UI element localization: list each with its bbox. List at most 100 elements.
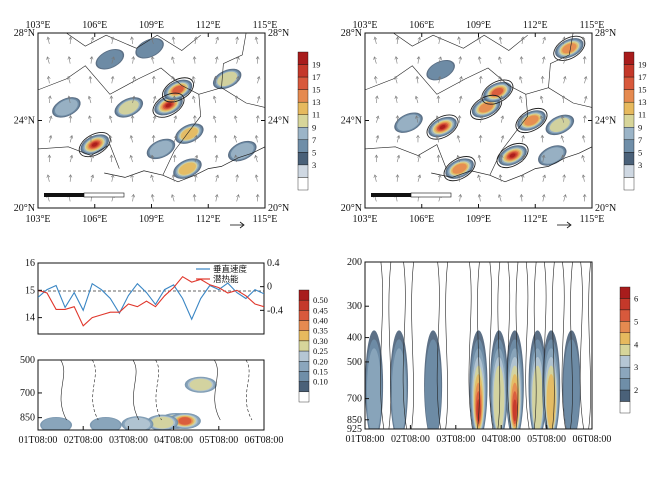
panel-a-vector-head — [193, 36, 198, 40]
panel-a-vector — [153, 96, 156, 104]
panel-a-vector-head — [68, 115, 73, 119]
panel-a-vector — [132, 194, 134, 202]
colorbar-c-swatch — [298, 391, 310, 403]
colorbar-c-tick: 0.25 — [313, 346, 328, 356]
colorbar-a-swatch — [297, 89, 309, 103]
colorbar-a-swatch — [297, 127, 309, 141]
panel-a-vector — [49, 115, 52, 123]
panel-b-vector — [500, 135, 504, 143]
panel-a-vector-head — [48, 115, 53, 119]
panel-b-vector — [459, 56, 461, 64]
panel-a-vector — [192, 76, 196, 84]
panel-a-vector-head — [171, 194, 175, 198]
panel-a-vector — [132, 56, 134, 64]
panel-a-boundary-1 — [38, 144, 120, 169]
panel-d-y-tick: 850 — [347, 415, 362, 426]
panel-a-vector-head — [151, 75, 156, 80]
panel-a-y-tick-left: 28°N — [14, 28, 35, 39]
panel-a-vector-head — [69, 154, 74, 159]
panel-b-vector-head — [417, 36, 421, 41]
panel-d-contour — [411, 262, 414, 429]
panel-a-vector — [90, 174, 94, 182]
panel-b-vector — [521, 36, 524, 44]
panel-b-vector — [436, 135, 440, 143]
panel-b-vector — [584, 96, 587, 104]
panel-b-front-19 — [509, 153, 516, 158]
panel-a-vector — [69, 135, 73, 143]
panel-a-contour — [161, 77, 194, 103]
panel-a-vector-head — [172, 154, 177, 158]
panel-b-vector — [499, 36, 502, 44]
panel-a-vector-head — [192, 193, 197, 198]
panel-a-vector-head — [173, 115, 178, 119]
panel-d-contour — [588, 262, 591, 429]
panel-a-x-tick-top: 103°E — [25, 20, 50, 31]
panel-a-vector-head — [131, 193, 136, 198]
panel-a-vector-head — [67, 56, 72, 60]
panel-b-vector-head — [563, 194, 567, 198]
panel-b-vector-head — [437, 174, 442, 178]
panel-d-contour — [380, 262, 385, 429]
panel-d-contour — [388, 262, 392, 429]
panel-a-vector — [151, 155, 154, 163]
colorbar-b-tick: 17 — [638, 72, 647, 82]
colorbar-c-tick: 0.40 — [313, 316, 328, 326]
panel-a-vector — [215, 194, 218, 202]
panel-b-vector-head — [560, 115, 565, 119]
panel-a-vector-head — [130, 36, 134, 40]
panel-a-vector-head — [171, 56, 175, 60]
panel-a-vector-head — [234, 154, 238, 159]
panel-a-front-7 — [230, 142, 254, 160]
panel-a-vector-head — [192, 76, 196, 80]
panel-b-vector — [478, 56, 481, 64]
panel-b-vector-head — [417, 154, 421, 159]
colorbar-a-swatch — [297, 51, 309, 65]
panel-a-vector — [49, 135, 52, 143]
panel-a-vector-head — [171, 36, 176, 40]
panel-a-vector — [236, 174, 238, 182]
panel-b-vector — [396, 155, 400, 163]
panel-b-vector-head — [583, 95, 588, 100]
colorbar-a-swatch — [297, 76, 309, 90]
panel-a-vector-head — [152, 95, 157, 100]
panel-b-vector-head — [395, 115, 400, 119]
panel-d-heatmap — [365, 330, 581, 429]
panel-a-vector — [151, 174, 154, 182]
panel-b-vector-head — [478, 75, 483, 80]
colorbar-a-swatch — [297, 64, 309, 78]
panel-c-front-0.15 — [41, 417, 71, 430]
panel-a-vector-head — [67, 95, 72, 100]
colorbar-b-swatch — [623, 101, 635, 115]
panel-b-front-15 — [491, 87, 504, 97]
panel-d-x-tick: 01T08:00 — [346, 434, 385, 445]
colorbar-a-swatch — [297, 164, 309, 178]
panel-a-vector — [215, 155, 218, 163]
panel-a-boundary-2 — [66, 33, 201, 51]
panel-b-contour — [496, 142, 529, 169]
panel-b-vector — [375, 76, 377, 84]
panel-c-x-tick: 06T08:00 — [245, 435, 284, 446]
panel-c-right-tick: 0 — [267, 282, 272, 293]
panel-a-vector — [194, 56, 196, 64]
panel-d-x-tick: 02T08:00 — [391, 434, 430, 445]
panel-b-vector-head — [581, 36, 586, 41]
panel-b-vector — [437, 95, 440, 104]
panel-d-column-3 — [366, 348, 382, 429]
colorbar-b-swatch — [623, 127, 635, 141]
colorbar-a: 19 17 15 13 11 9 7 5 3 — [297, 51, 321, 191]
panel-a-vector-head — [171, 75, 176, 80]
panel-d-contour — [477, 262, 480, 429]
colorbar-c: 0.500.450.400.350.300.250.200.150.10 — [298, 289, 328, 403]
panel-a-vector — [215, 56, 218, 64]
series-line-latent-heat — [38, 275, 264, 327]
panel-a-vector — [215, 37, 219, 45]
legend-item-latent-heat: 潜热能 — [213, 274, 239, 284]
panel-c-front-0.4 — [178, 417, 192, 425]
panel-b-vector — [376, 135, 379, 143]
panel-b-vector — [417, 174, 421, 182]
panel-a-vector — [255, 155, 258, 163]
panel-a-vector-head — [46, 174, 51, 178]
panel-b-boundary-0 — [365, 65, 592, 108]
panel-b-front-13 — [478, 102, 494, 113]
panel-b-vector — [416, 76, 419, 84]
